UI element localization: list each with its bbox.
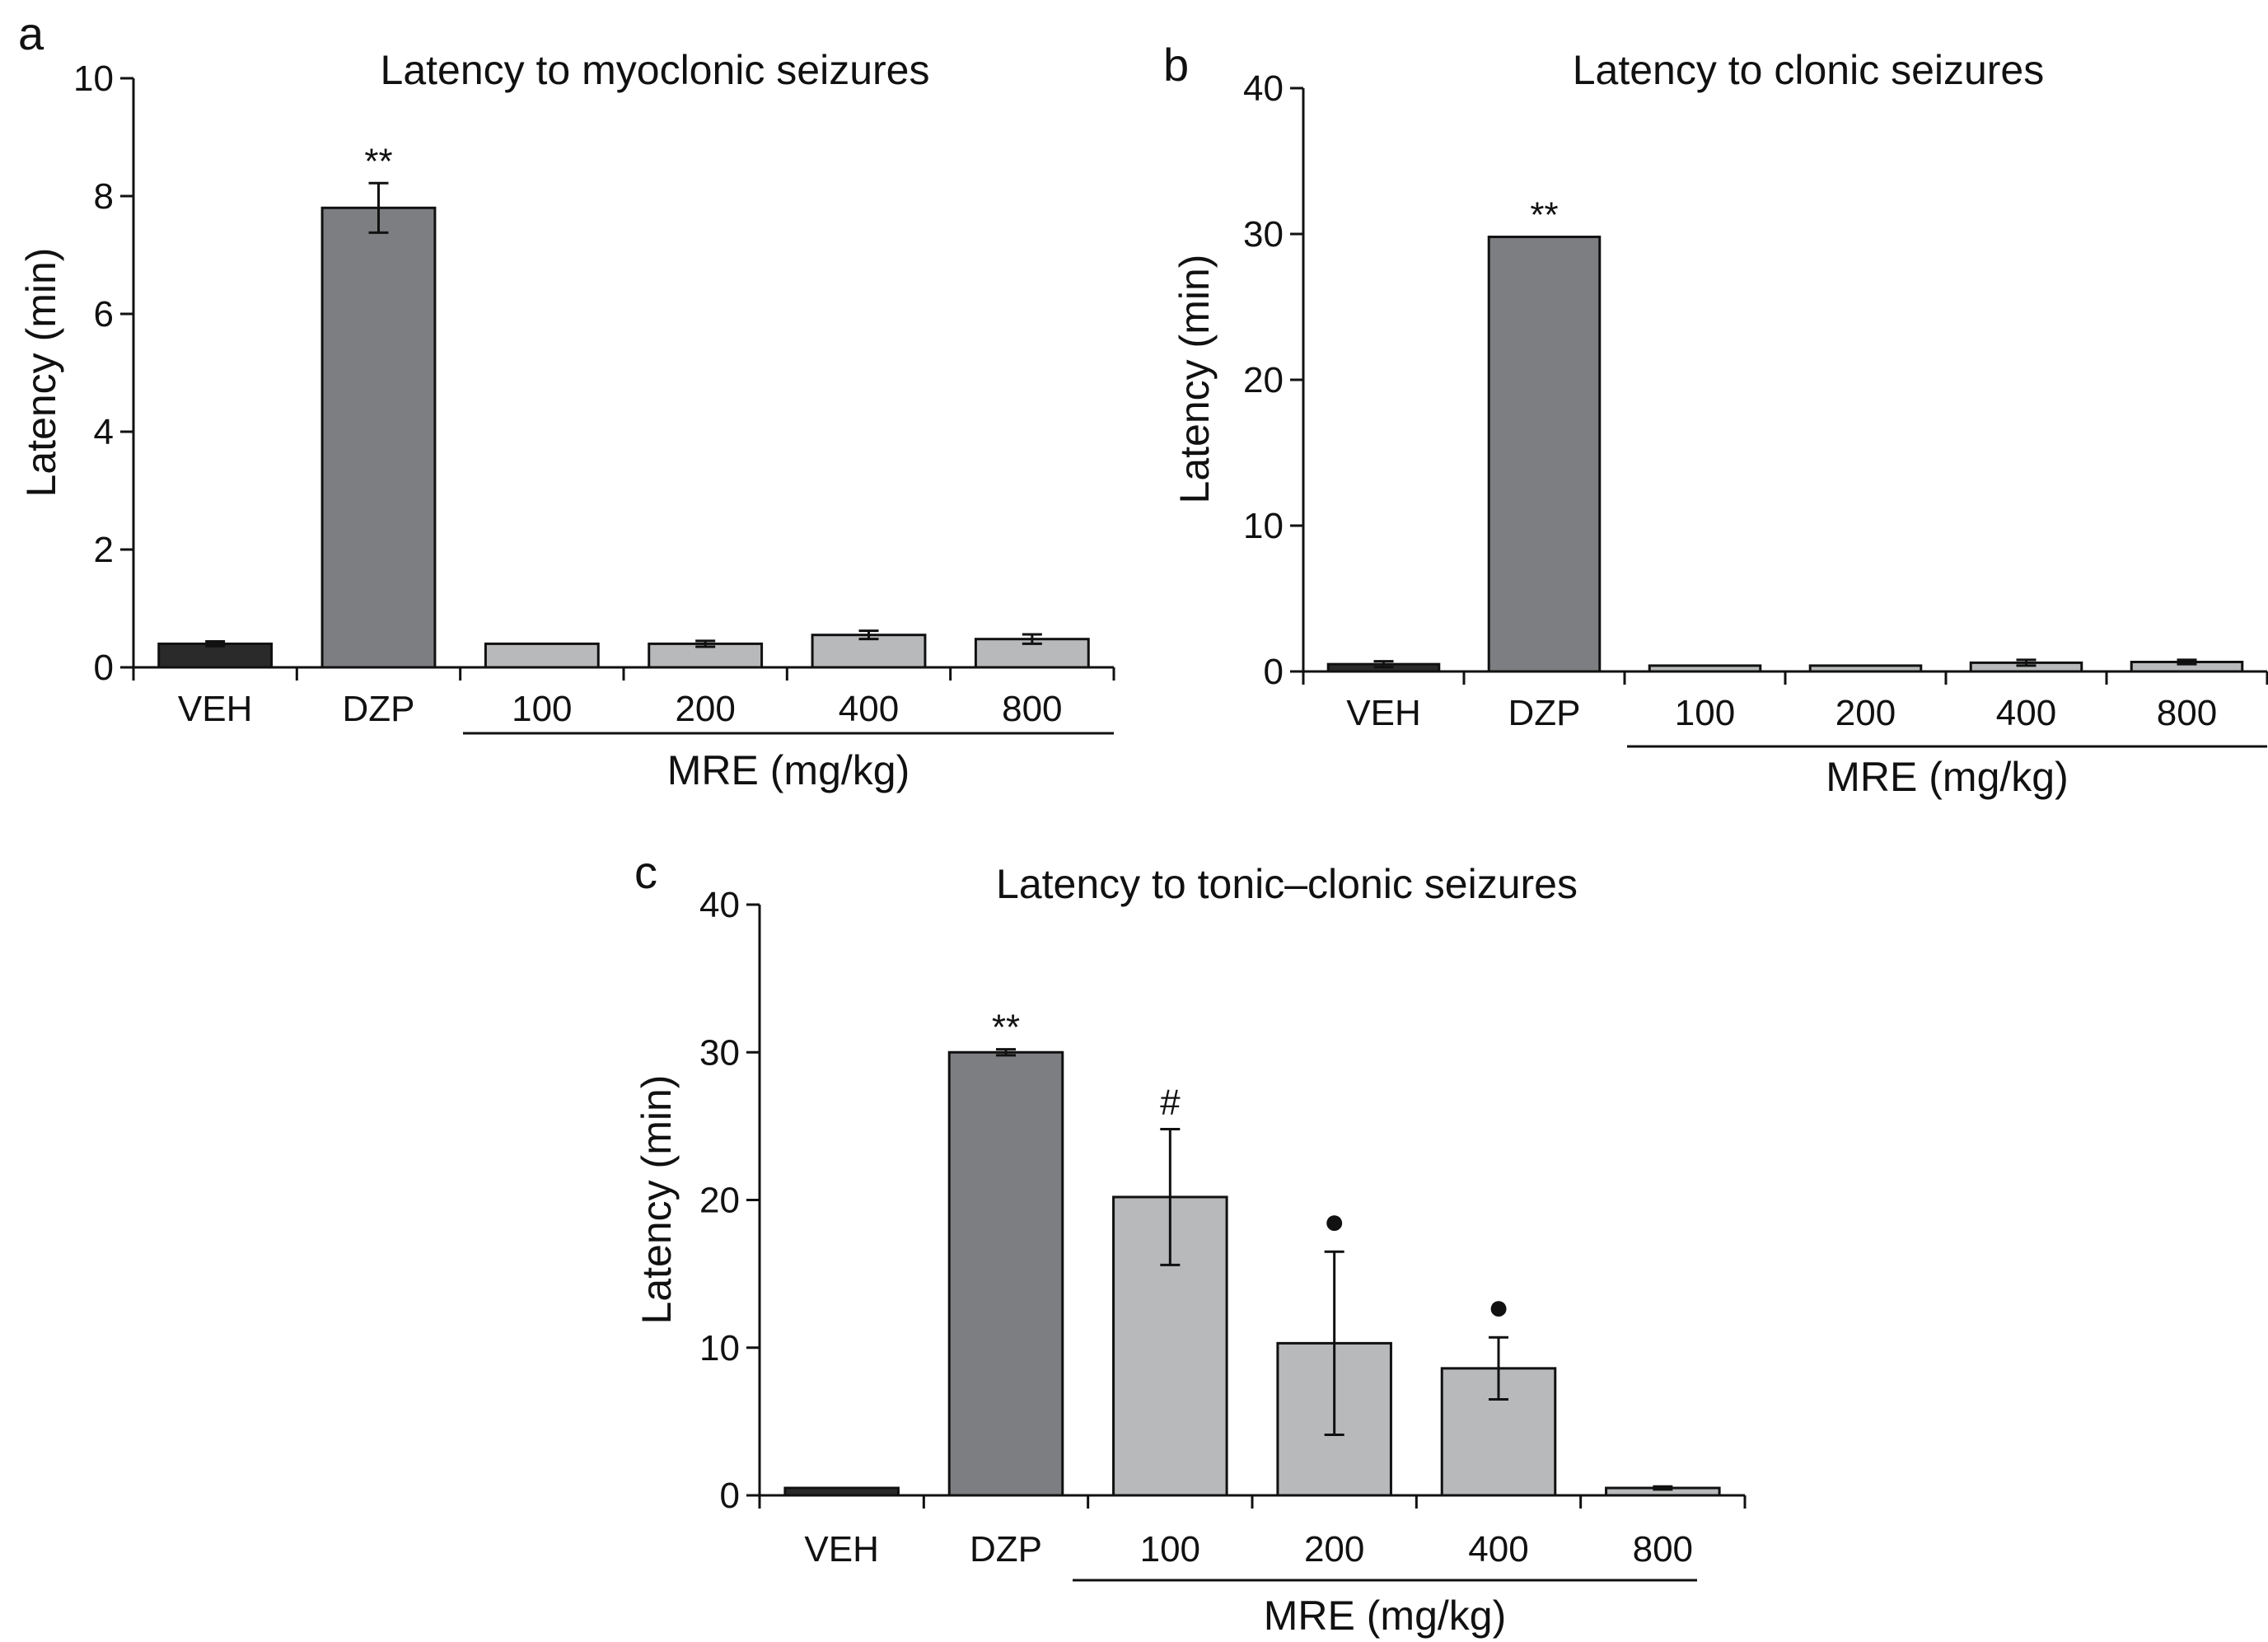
significance-stars: ** xyxy=(1530,195,1558,236)
bar-100 xyxy=(1648,664,1762,673)
y-tick-label: 0 xyxy=(1264,652,1284,692)
y-axis-label: Latency (min) xyxy=(18,248,64,498)
y-tick-label: 20 xyxy=(1243,360,1284,400)
x-tick-label: 100 xyxy=(1140,1529,1200,1569)
y-tick-label: 40 xyxy=(699,885,740,925)
x-tick-label: 200 xyxy=(675,689,735,729)
x-tick-label: 200 xyxy=(1304,1529,1364,1569)
panel-c: c Latency to tonic–clonic seizures 0 10 20 30… xyxy=(634,846,1747,1639)
x-tick-label: 800 xyxy=(1002,689,1062,729)
x-tick-label: VEH xyxy=(1346,693,1420,733)
bar-veh xyxy=(157,642,274,669)
x-group-label: MRE (mg/kg) xyxy=(1826,754,2068,800)
bar-100 xyxy=(484,642,600,669)
x-tick-label: DZP xyxy=(970,1529,1042,1569)
x-tick-label: 800 xyxy=(2157,693,2217,733)
y-tick-label: 20 xyxy=(699,1181,740,1221)
bar-dzp xyxy=(947,1050,1064,1497)
x-tick-label: 100 xyxy=(1675,693,1735,733)
x-group-label: MRE (mg/kg) xyxy=(667,747,910,793)
panel-letter: b xyxy=(1163,39,1189,91)
significance-stars: ** xyxy=(992,1008,1020,1048)
y-tick-label: 0 xyxy=(94,648,114,688)
x-tick-label: 100 xyxy=(512,689,572,729)
chart-title: Latency to myoclonic seizures xyxy=(381,47,930,93)
y-tick-label: 0 xyxy=(720,1476,740,1516)
x-tick-label: 200 xyxy=(1835,693,1896,733)
x-tick-label: VEH xyxy=(804,1529,878,1569)
panel-letter: c xyxy=(634,846,657,898)
x-tick-label: DZP xyxy=(343,689,415,729)
y-tick-label: 6 xyxy=(94,294,114,334)
panel-b: b Latency to clonic seizures 0 10 20 30 40 Late… xyxy=(1163,39,2268,800)
y-tick-label: 10 xyxy=(73,58,114,99)
bar-dzp xyxy=(320,206,437,669)
significance-stars: ** xyxy=(364,141,392,181)
y-tick-label: 8 xyxy=(94,176,114,217)
x-tick-label: 400 xyxy=(1468,1529,1528,1569)
x-tick-label: DZP xyxy=(1508,693,1581,733)
y-axis-label: Latency (min) xyxy=(634,1075,680,1325)
x-tick-label: 400 xyxy=(839,689,899,729)
x-tick-label: 800 xyxy=(1633,1529,1693,1569)
significance-dot: ● xyxy=(1323,1201,1345,1242)
x-group-label: MRE (mg/kg) xyxy=(1264,1593,1506,1639)
bar-veh xyxy=(783,1486,900,1497)
x-tick-label: VEH xyxy=(178,689,252,729)
panel-a: a Latency to myoclonic seizures 0 2 4 6 8 10 Lat… xyxy=(18,7,1115,793)
panel-letter: a xyxy=(18,7,44,59)
chart-title: Latency to clonic seizures xyxy=(1573,47,2045,93)
significance-dot: ● xyxy=(1488,1287,1510,1327)
bar-dzp xyxy=(1487,236,1602,673)
y-axis-label: Latency (min) xyxy=(1171,255,1218,504)
x-tick-label: 400 xyxy=(1996,693,2056,733)
y-tick-label: 10 xyxy=(1243,506,1284,546)
y-tick-label: 40 xyxy=(1243,68,1284,109)
y-tick-label: 10 xyxy=(699,1328,740,1368)
significance-hash: # xyxy=(1160,1082,1181,1122)
chart-title: Latency to tonic–clonic seizures xyxy=(996,861,1578,907)
y-tick-label: 4 xyxy=(94,412,114,452)
y-tick-label: 30 xyxy=(1243,214,1284,255)
y-tick-label: 30 xyxy=(699,1032,740,1073)
bar-200 xyxy=(1808,664,1923,673)
y-tick-label: 2 xyxy=(94,530,114,570)
